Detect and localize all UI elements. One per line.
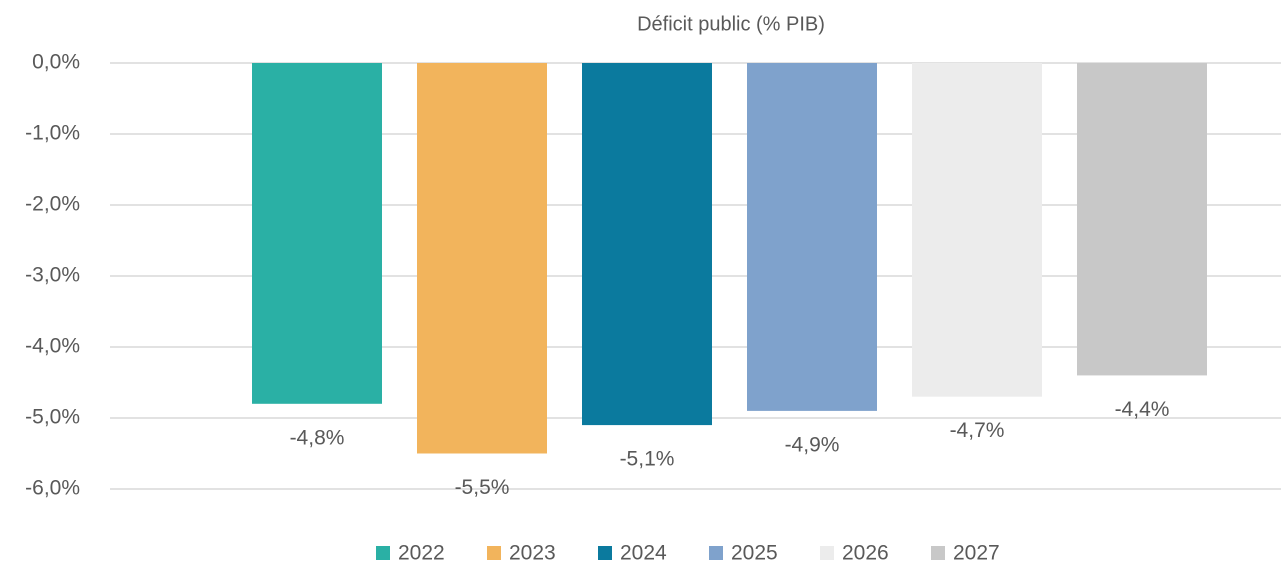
bar <box>417 63 547 454</box>
y-tick-label: -4,0% <box>25 335 80 358</box>
chart-title: Déficit public (% PIB) <box>637 13 825 35</box>
data-label: -5,1% <box>620 448 675 471</box>
bar <box>1077 63 1207 376</box>
legend-swatch <box>376 546 390 560</box>
legend-label: 2024 <box>620 542 667 565</box>
y-tick-label: -5,0% <box>25 406 80 429</box>
data-label: -4,7% <box>950 419 1005 442</box>
legend-label: 2026 <box>842 542 889 565</box>
y-tick-label: -3,0% <box>25 264 80 287</box>
legend-swatch <box>709 546 723 560</box>
y-tick-label: -2,0% <box>25 193 80 216</box>
legend-label: 2023 <box>509 542 556 565</box>
y-tick-label: -6,0% <box>25 477 80 500</box>
legend-label: 2022 <box>398 542 445 565</box>
bar <box>252 63 382 404</box>
legend-swatch <box>820 546 834 560</box>
legend-swatch <box>931 546 945 560</box>
data-label: -4,4% <box>1115 398 1170 421</box>
bar <box>912 63 1042 397</box>
data-label: -4,8% <box>290 426 345 449</box>
legend-label: 2027 <box>953 542 1000 565</box>
data-label: -5,5% <box>455 476 510 499</box>
data-label: -4,9% <box>785 433 840 456</box>
bar <box>582 63 712 426</box>
y-tick-label: 0,0% <box>32 51 80 74</box>
legend-swatch <box>598 546 612 560</box>
bar <box>747 63 877 411</box>
legend-swatch <box>487 546 501 560</box>
y-tick-label: -1,0% <box>25 122 80 145</box>
legend-label: 2025 <box>731 542 778 565</box>
